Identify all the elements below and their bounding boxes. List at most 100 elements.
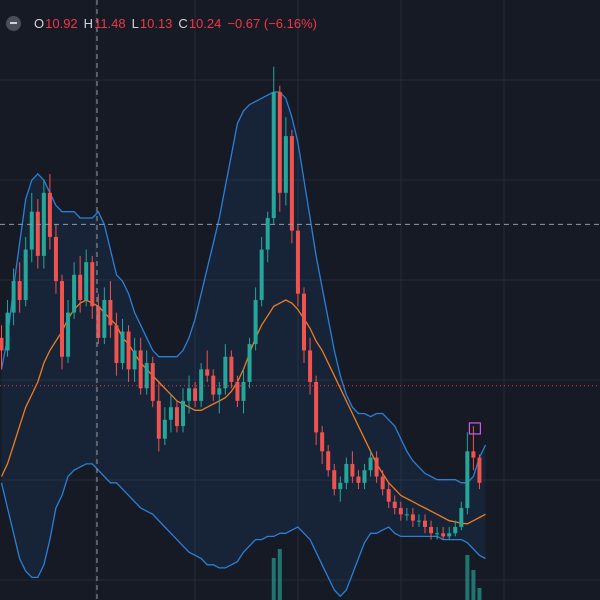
high-label: H xyxy=(83,15,94,31)
candle-body xyxy=(205,369,210,376)
volume-bar xyxy=(471,570,476,600)
candle-body xyxy=(174,407,179,427)
candle-body xyxy=(96,306,101,338)
candle-body xyxy=(429,526,434,534)
candle-body xyxy=(410,514,415,521)
candle-body xyxy=(84,262,89,300)
candle-body xyxy=(344,463,349,483)
candle-body xyxy=(150,363,155,401)
candle-body xyxy=(53,236,58,282)
candle-body xyxy=(289,136,294,231)
volume-bar xyxy=(271,558,276,600)
candle-body xyxy=(326,451,331,471)
candle-body xyxy=(114,325,119,364)
change-value: −0.67 (−6.16%) xyxy=(227,15,317,31)
candle-body xyxy=(253,300,258,345)
candle-body xyxy=(283,136,288,193)
candle-body xyxy=(29,211,34,250)
candle-body xyxy=(47,192,52,237)
candle-body xyxy=(60,281,64,357)
candle-body xyxy=(90,262,95,307)
candle-body xyxy=(332,470,337,490)
candle-body xyxy=(368,457,373,471)
candle-body xyxy=(247,344,252,382)
candle-body xyxy=(277,91,282,193)
candle-body xyxy=(453,526,458,534)
candle-body xyxy=(193,388,198,401)
candle-body xyxy=(17,281,22,300)
candle-body xyxy=(138,350,143,389)
low-value: 10.13 xyxy=(139,15,173,31)
candle-body xyxy=(314,381,319,433)
candle-body xyxy=(132,350,137,370)
candle-body xyxy=(229,356,234,382)
candle-body xyxy=(295,230,300,294)
candle-body xyxy=(350,463,355,477)
candle-body xyxy=(404,514,409,516)
lower-band-line xyxy=(0,463,486,598)
candle-body xyxy=(35,211,40,256)
candle-body xyxy=(126,331,131,370)
basis-line xyxy=(0,299,486,525)
close-label: C xyxy=(178,15,188,31)
candle-body xyxy=(362,470,367,483)
high-value: 11.48 xyxy=(94,15,126,31)
candle-body xyxy=(302,293,306,351)
candle-body xyxy=(308,350,313,382)
candle-body xyxy=(66,312,71,357)
candle-body xyxy=(217,388,222,395)
candle-body xyxy=(181,400,185,427)
candle-body xyxy=(120,331,125,364)
candle-body xyxy=(386,489,391,502)
candle-body xyxy=(187,388,192,401)
candle-body xyxy=(447,533,452,537)
candle-body xyxy=(0,337,4,351)
candle-body xyxy=(356,476,361,483)
volume-bar xyxy=(477,588,482,600)
open-value: 10.92 xyxy=(45,15,78,31)
candle-body xyxy=(392,501,397,509)
candle-body xyxy=(471,451,476,458)
collapse-legend-button[interactable] xyxy=(6,15,21,31)
volume-bar xyxy=(277,549,282,600)
ohlc-legend: O 10.92 H 11.48 L 10.13 C 10.24 −0.67 (−… xyxy=(6,12,323,34)
candle-body xyxy=(162,419,167,439)
candle-body xyxy=(271,91,276,219)
candle-body xyxy=(380,476,385,490)
candle-body xyxy=(338,482,343,490)
candle-body xyxy=(11,281,16,313)
minus-icon xyxy=(10,22,17,24)
candle-body xyxy=(156,400,161,439)
candle-body xyxy=(241,381,246,401)
candle-body xyxy=(477,457,482,483)
candle-body xyxy=(259,249,264,300)
volume-bar xyxy=(465,555,470,600)
candle-body xyxy=(459,508,464,527)
candle-body xyxy=(102,300,107,338)
candle-body xyxy=(41,192,46,256)
candle-body xyxy=(441,533,446,537)
open-label: O xyxy=(34,15,45,31)
candle-body xyxy=(235,381,240,401)
candle-body xyxy=(168,407,173,420)
candle-body xyxy=(423,520,427,527)
candle-body xyxy=(23,249,28,300)
candle-body xyxy=(398,508,403,515)
close-value: 10.24 xyxy=(188,15,222,31)
candle-body xyxy=(199,369,204,401)
candle-body xyxy=(223,356,228,389)
candle-body xyxy=(211,375,216,395)
candle-body xyxy=(416,520,421,522)
candle-body xyxy=(435,533,440,535)
low-label: L xyxy=(131,15,139,31)
candle-body xyxy=(144,363,149,389)
candle-body xyxy=(465,451,470,509)
candle-body xyxy=(108,300,113,326)
candle-body xyxy=(265,218,270,250)
candle-body xyxy=(78,274,83,300)
candle-highlight-marker xyxy=(468,422,481,435)
upper-band-line xyxy=(0,91,487,484)
candle-body xyxy=(72,274,77,313)
